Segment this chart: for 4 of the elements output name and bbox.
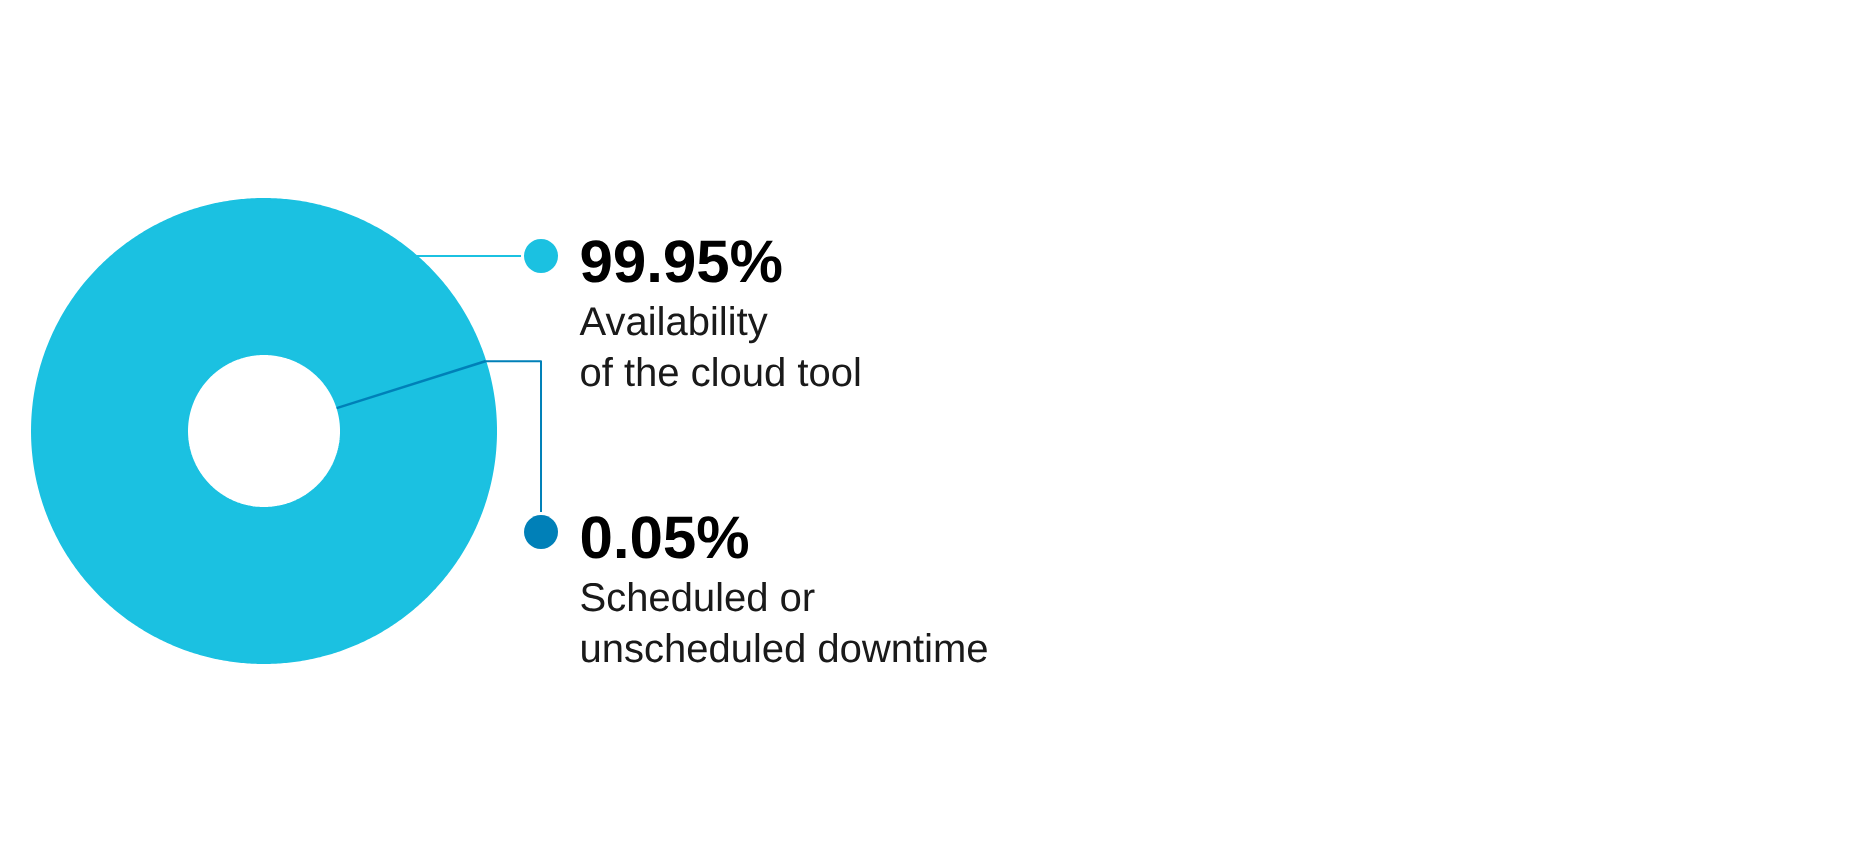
slice-label: Scheduled or unscheduled downtime (581, 582, 987, 663)
data-label: 99.95% (581, 240, 782, 283)
data-label: 0.05% (581, 516, 749, 559)
legend-label: Availability of the cloud tool (579, 306, 860, 387)
